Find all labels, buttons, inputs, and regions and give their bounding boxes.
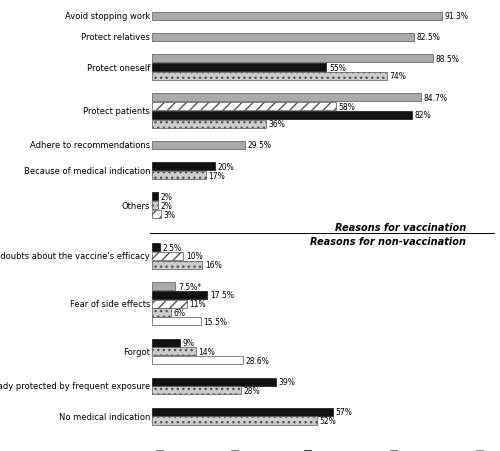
Bar <box>152 291 207 299</box>
Text: 7.5%*: 7.5%* <box>178 282 201 291</box>
Text: 58%: 58% <box>338 102 355 111</box>
Text: Avoid stopping work: Avoid stopping work <box>64 12 150 21</box>
Bar <box>152 142 246 150</box>
Text: Forgot: Forgot <box>123 347 150 356</box>
Text: 2%: 2% <box>160 193 172 202</box>
Text: Because of medical indication: Because of medical indication <box>24 167 150 176</box>
Bar <box>152 252 184 260</box>
Bar <box>152 309 171 317</box>
Text: 82.5%: 82.5% <box>416 33 440 42</box>
Bar <box>152 300 186 308</box>
Bar <box>152 73 387 81</box>
Legend: Joseph et al. 2014, Socan et al. 2013, Opstelten et al. 2010, Opstelten et al. 2: Joseph et al. 2014, Socan et al. 2013, O… <box>154 447 500 451</box>
Text: Protect oneself: Protect oneself <box>87 64 150 73</box>
Bar <box>152 356 242 364</box>
Text: Already protected by frequent exposure: Already protected by frequent exposure <box>0 382 150 391</box>
Text: Protect relatives: Protect relatives <box>81 33 150 42</box>
Text: 29.5%: 29.5% <box>248 141 272 150</box>
Bar <box>152 55 433 63</box>
Bar <box>152 408 333 416</box>
Text: 84.7%: 84.7% <box>424 93 448 102</box>
Bar <box>152 193 158 201</box>
Text: 36%: 36% <box>268 120 285 129</box>
Text: Because of doubts about the vaccine's efficacy: Because of doubts about the vaccine's ef… <box>0 252 150 261</box>
Bar <box>152 120 266 129</box>
Bar <box>152 172 206 180</box>
Text: 2%: 2% <box>160 201 172 210</box>
Text: 16%: 16% <box>205 261 222 270</box>
Text: 91.3%: 91.3% <box>444 12 468 21</box>
Bar <box>152 111 412 120</box>
Text: Reasons for non-vaccination: Reasons for non-vaccination <box>310 237 466 247</box>
Bar <box>152 103 336 111</box>
Text: 88.5%: 88.5% <box>436 55 460 64</box>
Text: 17%: 17% <box>208 171 225 180</box>
Bar <box>152 34 414 42</box>
Text: Fear of side effects: Fear of side effects <box>70 299 150 308</box>
Text: 17.5%: 17.5% <box>210 291 234 300</box>
Text: 6%: 6% <box>173 308 185 318</box>
Text: Protect patients: Protect patients <box>83 107 150 115</box>
Text: 2.5%: 2.5% <box>162 243 181 252</box>
Bar <box>152 318 201 326</box>
Text: 28.6%: 28.6% <box>245 356 269 365</box>
Text: 20%: 20% <box>218 162 234 171</box>
Bar <box>152 211 161 219</box>
Bar <box>152 64 326 72</box>
Text: 52%: 52% <box>320 416 336 425</box>
Text: 55%: 55% <box>329 64 346 73</box>
Text: Reasons for vaccination: Reasons for vaccination <box>335 223 466 233</box>
Text: 3%: 3% <box>164 210 175 219</box>
Bar <box>152 377 276 386</box>
Bar <box>152 417 317 424</box>
Bar <box>152 348 196 356</box>
Bar <box>152 244 160 252</box>
Text: Others: Others <box>122 201 150 210</box>
Text: 10%: 10% <box>186 252 202 261</box>
Text: 14%: 14% <box>198 347 216 356</box>
Text: 57%: 57% <box>336 407 352 416</box>
Bar <box>152 339 180 347</box>
Bar <box>152 261 202 269</box>
Text: 82%: 82% <box>415 111 432 120</box>
Bar <box>152 13 442 21</box>
Text: 15.5%: 15.5% <box>204 317 228 326</box>
Text: 74%: 74% <box>390 72 406 81</box>
Text: 9%: 9% <box>183 338 195 347</box>
Bar <box>152 94 421 102</box>
Bar <box>152 163 215 171</box>
Bar <box>152 202 158 210</box>
Text: 39%: 39% <box>278 377 295 386</box>
Text: 11%: 11% <box>189 299 206 308</box>
Text: Adhere to recommendations: Adhere to recommendations <box>30 141 150 150</box>
Bar <box>152 387 240 395</box>
Bar <box>152 282 176 290</box>
Text: 28%: 28% <box>243 386 260 395</box>
Text: No medical indication: No medical indication <box>58 412 150 421</box>
